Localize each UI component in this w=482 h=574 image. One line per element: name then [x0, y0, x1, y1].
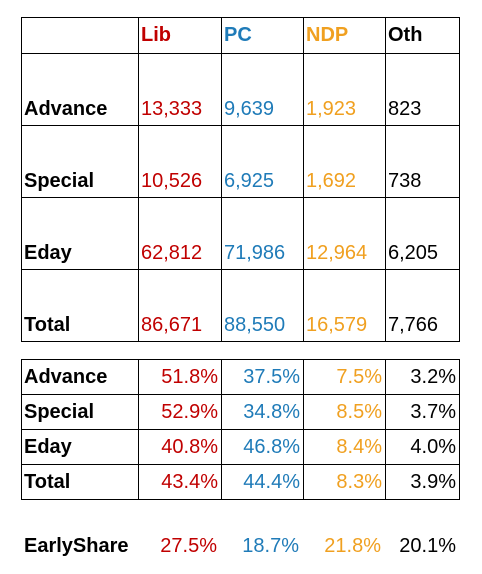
- oth-votes: 6,205: [385, 197, 460, 270]
- vote-share-table: Advance 51.8% 37.5% 7.5% 3.2% Special 52…: [21, 359, 460, 500]
- ndp-share: 7.5%: [303, 359, 386, 395]
- ndp-votes: 16,579: [303, 269, 386, 342]
- row-label: Eday: [21, 197, 139, 270]
- ndp-share: 8.3%: [303, 464, 386, 500]
- row-label: Eday: [21, 429, 139, 465]
- ndp-votes: 1,923: [303, 53, 386, 126]
- pc-share: 46.8%: [221, 429, 304, 465]
- lib-share: 51.8%: [138, 359, 222, 395]
- pc-share: 37.5%: [221, 359, 304, 395]
- share-row-advance: Advance 51.8% 37.5% 7.5% 3.2%: [21, 359, 460, 395]
- ndp-votes: 12,964: [303, 197, 386, 270]
- early-share-label: EarlyShare: [24, 535, 129, 557]
- vote-row-eday: Eday 62,812 71,986 12,964 6,205: [21, 197, 460, 270]
- vote-header-row: Lib PC NDP Oth: [21, 17, 460, 54]
- pc-votes: 88,550: [221, 269, 304, 342]
- row-label: Advance: [21, 359, 139, 395]
- header-empty-cell: [21, 17, 139, 54]
- row-label: Advance: [21, 53, 139, 126]
- vote-row-special: Special 10,526 6,925 1,692 738: [21, 125, 460, 198]
- pc-votes: 6,925: [221, 125, 304, 198]
- early-share-row: EarlyShare 27.5% 18.7% 21.8% 20.1%: [21, 535, 459, 565]
- header-oth: Oth: [385, 17, 460, 54]
- lib-share: 52.9%: [138, 394, 222, 430]
- oth-share: 3.7%: [385, 394, 460, 430]
- ndp-share: 8.5%: [303, 394, 386, 430]
- pc-share: 44.4%: [221, 464, 304, 500]
- header-ndp: NDP: [303, 17, 386, 54]
- early-share-pc: 18.7%: [242, 535, 299, 557]
- oth-votes: 738: [385, 125, 460, 198]
- vote-count-table: Lib PC NDP Oth Advance 13,333 9,639 1,92…: [21, 17, 460, 342]
- oth-share: 4.0%: [385, 429, 460, 465]
- lib-votes: 62,812: [138, 197, 222, 270]
- lib-votes: 86,671: [138, 269, 222, 342]
- lib-votes: 10,526: [138, 125, 222, 198]
- pc-votes: 71,986: [221, 197, 304, 270]
- lib-votes: 13,333: [138, 53, 222, 126]
- pc-share: 34.8%: [221, 394, 304, 430]
- oth-votes: 7,766: [385, 269, 460, 342]
- lib-share: 43.4%: [138, 464, 222, 500]
- row-label: Special: [21, 394, 139, 430]
- early-share-oth: 20.1%: [399, 535, 456, 557]
- row-label: Special: [21, 125, 139, 198]
- row-label: Total: [21, 269, 139, 342]
- header-lib: Lib: [138, 17, 222, 54]
- share-row-total: Total 43.4% 44.4% 8.3% 3.9%: [21, 464, 460, 500]
- ndp-share: 8.4%: [303, 429, 386, 465]
- share-row-special: Special 52.9% 34.8% 8.5% 3.7%: [21, 394, 460, 430]
- oth-share: 3.9%: [385, 464, 460, 500]
- share-row-eday: Eday 40.8% 46.8% 8.4% 4.0%: [21, 429, 460, 465]
- lib-share: 40.8%: [138, 429, 222, 465]
- vote-row-total: Total 86,671 88,550 16,579 7,766: [21, 269, 460, 342]
- header-pc: PC: [221, 17, 304, 54]
- row-label: Total: [21, 464, 139, 500]
- early-share-ndp: 21.8%: [324, 535, 381, 557]
- vote-row-advance: Advance 13,333 9,639 1,923 823: [21, 53, 460, 126]
- pc-votes: 9,639: [221, 53, 304, 126]
- early-share-lib: 27.5%: [160, 535, 217, 557]
- oth-share: 3.2%: [385, 359, 460, 395]
- oth-votes: 823: [385, 53, 460, 126]
- ndp-votes: 1,692: [303, 125, 386, 198]
